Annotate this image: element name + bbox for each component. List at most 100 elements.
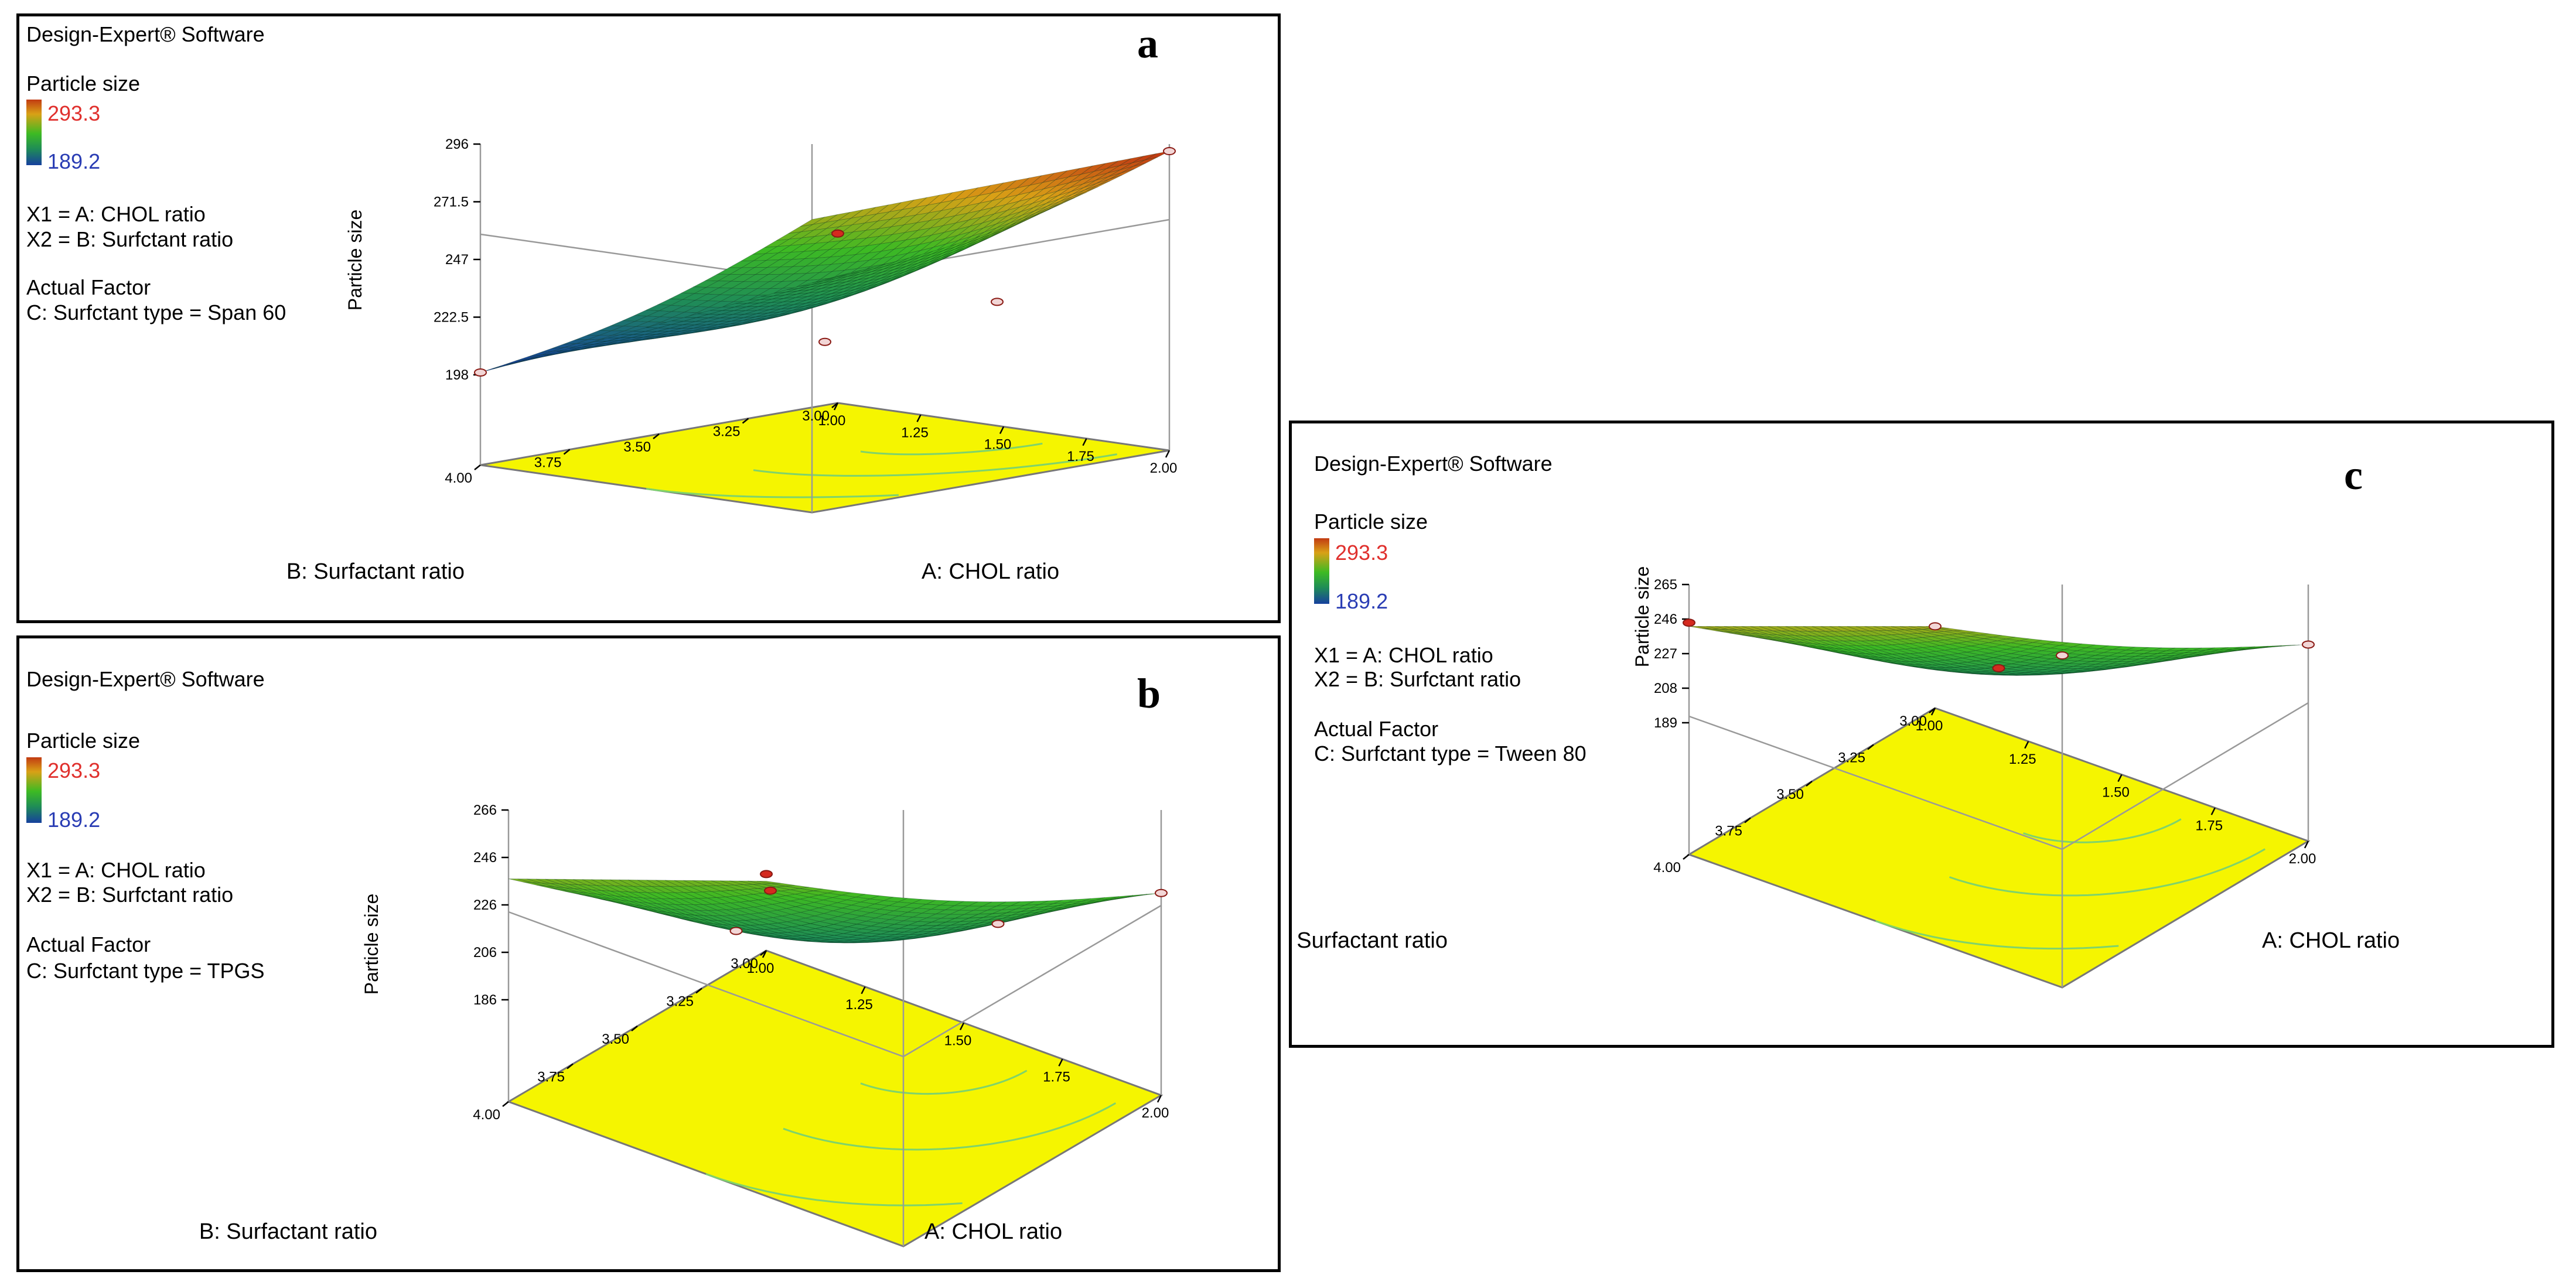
design-point: [764, 886, 777, 895]
surface-cell: [1922, 628, 1944, 633]
surface-cell: [733, 295, 759, 302]
surface-cell: [709, 300, 734, 308]
surface-cell: [738, 880, 762, 885]
surface-cell: [803, 303, 828, 310]
actual-factor-value: C: Surfctant type = Span 60: [26, 300, 286, 324]
surface-cell: [912, 898, 936, 905]
panel-c-info: Design-Expert® Software c Particle size …: [1292, 423, 2551, 1045]
surface-cell: [773, 288, 799, 293]
z-tick-label: 186: [473, 992, 497, 1008]
y-tick-label: 4.00: [445, 470, 472, 486]
software-label: Design-Expert® Software: [26, 667, 265, 691]
surface-cell: [946, 231, 971, 244]
y-tick: [1867, 744, 1874, 750]
surface-cell: [783, 292, 809, 299]
surface-cell: [814, 900, 838, 906]
surface-cell: [818, 291, 844, 299]
surface-cell: [841, 289, 866, 298]
surface-cell: [1110, 895, 1133, 899]
x-tick-label: 1.25: [845, 997, 873, 1013]
surface-cell: [893, 907, 917, 913]
surface-cell: [2077, 647, 2100, 652]
surface-cell: [1109, 169, 1134, 180]
surface-plot-a: 198 222.5 247 271.5 296 1.00 1.25 1.50 1.75 2.00 3…: [286, 136, 1178, 584]
surface-cell: [1011, 901, 1035, 906]
surface-cell: [708, 314, 733, 319]
surface-cell: [941, 245, 967, 257]
surface-cell: [767, 266, 794, 275]
surface-cell: [568, 347, 593, 352]
surface-cell: [1059, 905, 1082, 910]
surface-cell: [698, 897, 722, 905]
surface-cell: [883, 260, 908, 269]
surface-cell: [941, 924, 965, 929]
surface-cell: [1045, 187, 1070, 200]
surface-cell: [674, 880, 698, 887]
design-point: [1163, 147, 1176, 156]
surface-cell: [782, 299, 807, 306]
surface-cell: [978, 182, 1005, 196]
floor-contour: [783, 1102, 1117, 1151]
y-tick-label: 4.00: [473, 1107, 500, 1123]
x-axis-title: A: CHOL ratio: [2262, 928, 2400, 953]
surface-cell: [831, 286, 857, 294]
surface-cell: [857, 272, 883, 281]
surface-cell: [692, 280, 719, 288]
surface-cell: [790, 242, 817, 253]
surface-cell: [1768, 626, 1790, 631]
surface-cell: [816, 296, 842, 305]
surface-cell: [816, 240, 842, 251]
surface-cell: [588, 334, 613, 340]
surface-cell: [917, 255, 942, 266]
surface-cell: [766, 312, 791, 319]
surface-cell: [808, 286, 834, 293]
surface-cell: [619, 337, 644, 341]
legend-title: Particle size: [1314, 510, 1428, 534]
surface-cell: [776, 231, 801, 241]
surface-cell: [970, 213, 995, 227]
surface-cell: [2152, 647, 2175, 651]
surface-cell: [783, 280, 808, 289]
surface-cell: [1004, 177, 1030, 191]
surface-cell: [797, 285, 823, 292]
surface-cell: [840, 230, 867, 241]
surface-cell: [745, 907, 769, 914]
y-tick: [695, 987, 702, 994]
surface-cell: [679, 330, 704, 335]
software-label: Design-Expert® Software: [1314, 452, 1553, 476]
floor-contour: [860, 442, 1043, 456]
surface-cell: [576, 339, 601, 344]
x-tick: [1156, 1095, 1162, 1103]
surface-cell: [643, 905, 667, 913]
surface-cell: [912, 913, 937, 918]
surface-cell: [1896, 662, 1919, 667]
surface-cell: [516, 354, 541, 361]
surface-cell: [2202, 650, 2224, 654]
surface-cell: [508, 879, 532, 883]
surface-cell: [960, 917, 984, 922]
surface-cell: [791, 257, 818, 267]
x1-definition: X1 = A: CHOL ratio: [26, 202, 206, 226]
surface-cell: [2006, 637, 2029, 641]
z-tick-label: 266: [473, 802, 497, 818]
surface-cell: [914, 261, 939, 272]
surface-cell: [592, 343, 617, 348]
surface-cell: [881, 931, 905, 935]
surface-cell: [847, 271, 872, 279]
surface-cell: [926, 900, 950, 905]
surface-cell: [1922, 646, 1945, 652]
y-tick-label: 3.75: [1715, 823, 1742, 839]
y-tick: [1806, 781, 1813, 787]
surface-cell: [645, 327, 670, 332]
surface-cell: [1857, 652, 1879, 658]
design-point: [760, 870, 773, 879]
floor-contour: [646, 488, 899, 498]
surface-cell: [581, 344, 606, 350]
x-tick-label: 1.00: [818, 413, 846, 429]
y-tick-label: 3.25: [713, 424, 741, 440]
surface-cell: [1021, 199, 1046, 212]
surface-cell: [1060, 191, 1086, 203]
surface-cell: [2264, 645, 2287, 648]
surface-cell: [994, 201, 1019, 214]
surface-cell: [896, 254, 921, 264]
